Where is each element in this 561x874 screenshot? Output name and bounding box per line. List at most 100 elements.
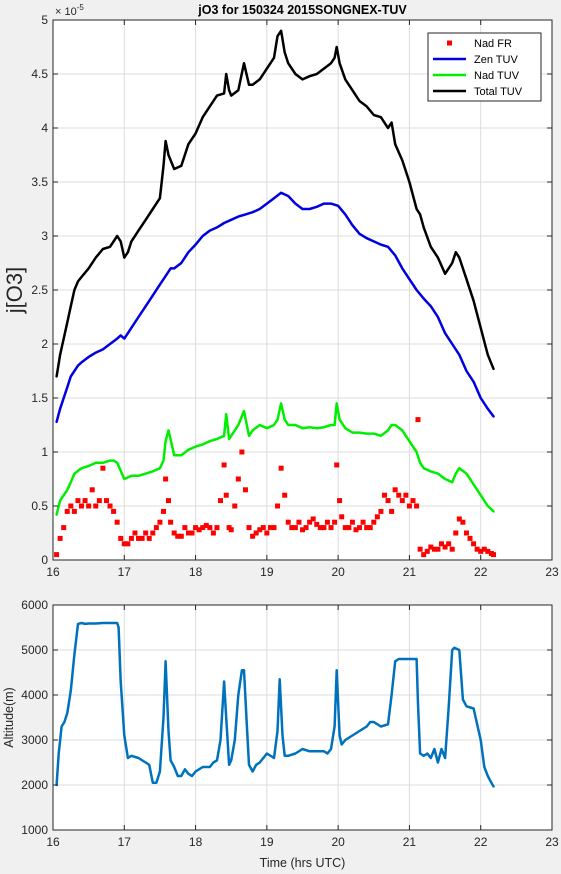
y-tick-label: 4	[41, 121, 48, 135]
top-ticks: 16 17 18 19 20 21 22 23 0 0.5 1 1.5 2 2.5 3 3.5 4 4.5 5	[31, 13, 559, 579]
data-point	[421, 552, 427, 558]
data-point	[478, 548, 484, 554]
data-point	[107, 503, 113, 509]
y-tick-label: 2	[41, 337, 48, 351]
data-point	[357, 525, 363, 531]
data-point	[200, 525, 206, 531]
data-point	[342, 525, 348, 531]
data-point	[75, 498, 81, 504]
data-point	[474, 546, 480, 552]
legend-label: Nad FR	[474, 38, 512, 50]
legend-label: Total TUV	[474, 86, 523, 98]
y-tick-label: 1.5	[31, 391, 48, 405]
data-point	[374, 514, 380, 520]
x-tick-label: 16	[46, 835, 60, 849]
x-tick-label: 17	[118, 835, 132, 849]
data-point	[410, 498, 416, 504]
bottom-ticks: 16 17 18 19 20 21 22 23 1000 2000 3000 4000 5000 6000	[21, 598, 559, 849]
data-point	[439, 541, 445, 547]
data-point	[79, 503, 85, 509]
data-point	[296, 519, 302, 525]
x-tick-label: 20	[331, 835, 345, 849]
data-point	[389, 508, 395, 514]
data-point	[456, 516, 462, 522]
data-point	[160, 508, 166, 514]
data-point	[303, 525, 309, 531]
data-point	[339, 514, 345, 520]
data-point	[282, 492, 288, 498]
data-point	[143, 530, 149, 536]
data-point	[349, 519, 355, 525]
data-point	[103, 498, 109, 504]
data-point	[168, 519, 174, 525]
x-tick-label: 22	[474, 565, 488, 579]
data-point	[449, 546, 455, 552]
legend-label: Zen TUV	[474, 54, 518, 66]
series-total-tuv-line	[55, 29, 495, 378]
data-point	[228, 527, 234, 533]
data-point	[300, 527, 305, 533]
data-point	[185, 530, 191, 536]
y-tick-label: 4.5	[31, 67, 48, 81]
x-tick-label: 20	[331, 565, 345, 579]
data-point	[193, 525, 199, 531]
data-point	[337, 498, 343, 504]
data-point	[61, 525, 67, 531]
y-tick-label: 2.5	[31, 283, 48, 297]
x-tick-label: 16	[46, 565, 60, 579]
data-point	[334, 462, 340, 468]
data-point	[189, 530, 195, 536]
data-point	[332, 519, 338, 525]
bottom-axes: 16 17 18 19 20 21 22 23 1000 2000 3000 4000 5000 6000…	[2, 598, 559, 870]
data-point	[86, 503, 92, 509]
data-point	[424, 548, 430, 554]
data-point	[100, 465, 106, 471]
data-point	[324, 519, 330, 525]
data-point	[157, 519, 163, 525]
bottom-series	[55, 621, 495, 788]
data-point	[367, 525, 373, 531]
x-tick-label: 23	[545, 565, 559, 579]
data-point	[128, 535, 134, 541]
data-point	[260, 525, 266, 531]
top-series	[54, 29, 497, 558]
x-tick-label: 19	[260, 565, 274, 579]
data-point	[221, 462, 227, 468]
data-point	[146, 535, 152, 541]
data-point	[415, 417, 421, 423]
data-point	[321, 525, 327, 531]
data-point	[278, 465, 284, 471]
data-point	[68, 503, 74, 509]
data-point	[403, 492, 409, 498]
data-point	[392, 487, 398, 493]
data-point	[96, 498, 102, 504]
data-point	[471, 541, 477, 547]
data-point	[218, 498, 224, 504]
y-tick-label: 1	[41, 445, 48, 459]
data-point	[381, 492, 387, 498]
x-tick-label: 19	[260, 835, 274, 849]
data-point	[121, 541, 127, 547]
legend: Nad FR Zen TUV Nad TUV Total TUV	[427, 32, 542, 102]
data-point	[446, 541, 452, 547]
bottom-y-axis-label: Altitude(m)	[2, 687, 16, 747]
y-tick-label: 2000	[21, 778, 48, 792]
y-tick-label: 1000	[21, 823, 48, 837]
data-point	[428, 544, 434, 550]
data-point	[203, 522, 209, 528]
data-point	[64, 508, 70, 514]
y-tick-label: 5000	[21, 643, 48, 657]
series-altitude-line	[55, 621, 495, 788]
data-point	[399, 498, 405, 504]
data-point	[250, 533, 256, 539]
data-point	[435, 546, 441, 552]
data-point	[271, 525, 277, 531]
data-point	[71, 508, 77, 514]
data-point	[371, 519, 377, 525]
data-point	[267, 525, 273, 531]
data-point	[431, 546, 437, 552]
data-point	[264, 530, 270, 536]
data-point	[396, 492, 402, 498]
data-point	[242, 487, 248, 493]
data-point	[82, 498, 88, 504]
